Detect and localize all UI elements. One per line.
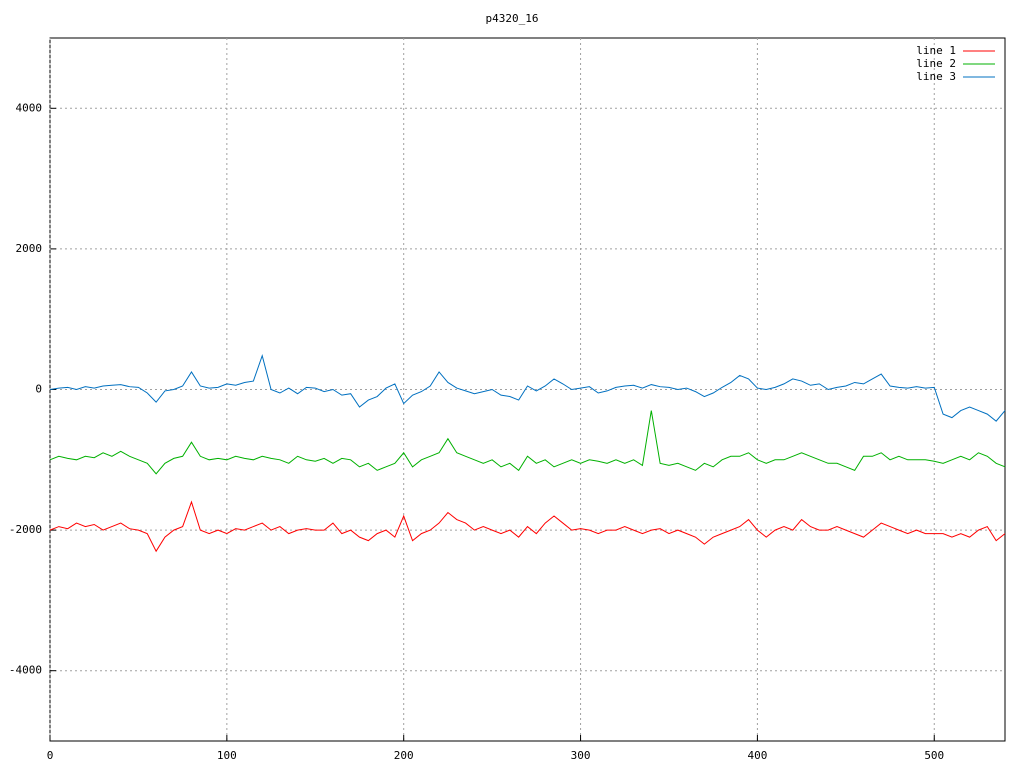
y-tick-label: 2000	[16, 242, 43, 255]
y-tick-label: 4000	[16, 101, 43, 114]
legend-label: line 2	[916, 57, 956, 70]
legend-label: line 3	[916, 70, 956, 83]
x-tick-label: 100	[217, 749, 237, 762]
legend-label: line 1	[916, 44, 956, 57]
y-tick-label: -2000	[9, 523, 42, 536]
y-tick-label: -4000	[9, 664, 42, 677]
series-line	[49, 500, 1006, 553]
series-line	[49, 354, 1006, 422]
chart-title: p4320_16	[486, 12, 539, 25]
x-tick-label: 400	[747, 749, 767, 762]
y-tick-label: 0	[35, 383, 42, 396]
series-line	[49, 410, 1006, 475]
x-tick-label: 0	[47, 749, 54, 762]
x-tick-label: 200	[394, 749, 414, 762]
x-tick-label: 300	[571, 749, 591, 762]
x-tick-label: 500	[924, 749, 944, 762]
